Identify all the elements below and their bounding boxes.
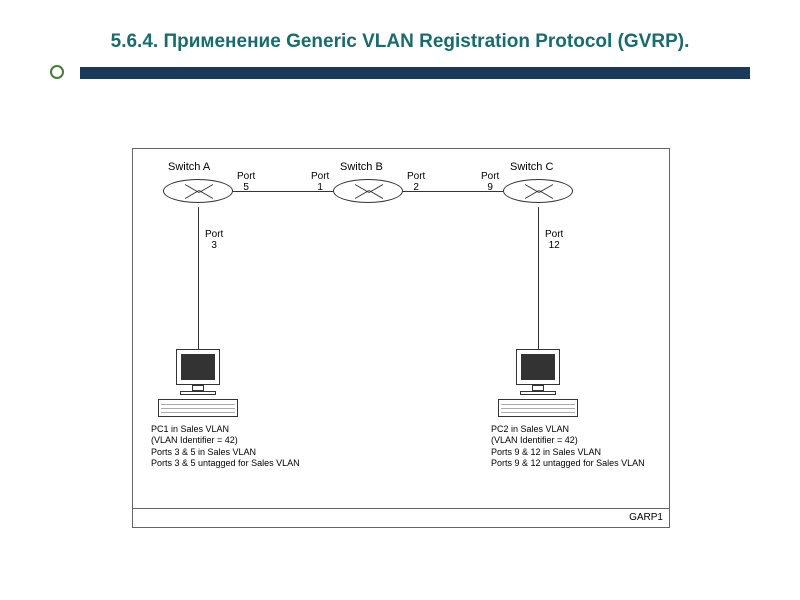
footer-divider xyxy=(133,508,669,509)
switch-label: Switch B xyxy=(340,161,383,173)
link-line xyxy=(233,191,333,192)
switch-icon xyxy=(503,179,573,207)
bullet-icon xyxy=(50,65,64,79)
port-label: Port1 xyxy=(311,171,329,193)
port-label: Port5 xyxy=(237,171,255,193)
port-label: Port9 xyxy=(481,171,499,193)
title-bar xyxy=(80,67,750,79)
pc-caption: PC2 in Sales VLAN(VLAN Identifier = 42)P… xyxy=(491,424,645,469)
pc-icon xyxy=(158,349,238,419)
switch-icon xyxy=(333,179,403,207)
port-label: Port3 xyxy=(205,229,223,251)
pc-caption: PC1 in Sales VLAN(VLAN Identifier = 42)P… xyxy=(151,424,300,469)
link-line xyxy=(538,207,539,349)
link-line xyxy=(198,207,199,349)
switch-label: Switch C xyxy=(510,161,553,173)
title-container: 5.6.4. Применение Generic VLAN Registrat… xyxy=(0,0,800,55)
link-line xyxy=(403,191,503,192)
pc-icon xyxy=(498,349,578,419)
network-diagram: GARP1 Switch A Switch B Switch C Port5 Port1… xyxy=(132,148,670,528)
switch-icon xyxy=(163,179,233,207)
port-label: Port2 xyxy=(407,171,425,193)
slide-title: 5.6.4. Применение Generic VLAN Registrat… xyxy=(40,30,760,55)
port-label: Port12 xyxy=(545,229,563,251)
diagram-id: GARP1 xyxy=(629,512,663,523)
title-underline xyxy=(0,63,800,83)
switch-label: Switch A xyxy=(168,161,210,173)
